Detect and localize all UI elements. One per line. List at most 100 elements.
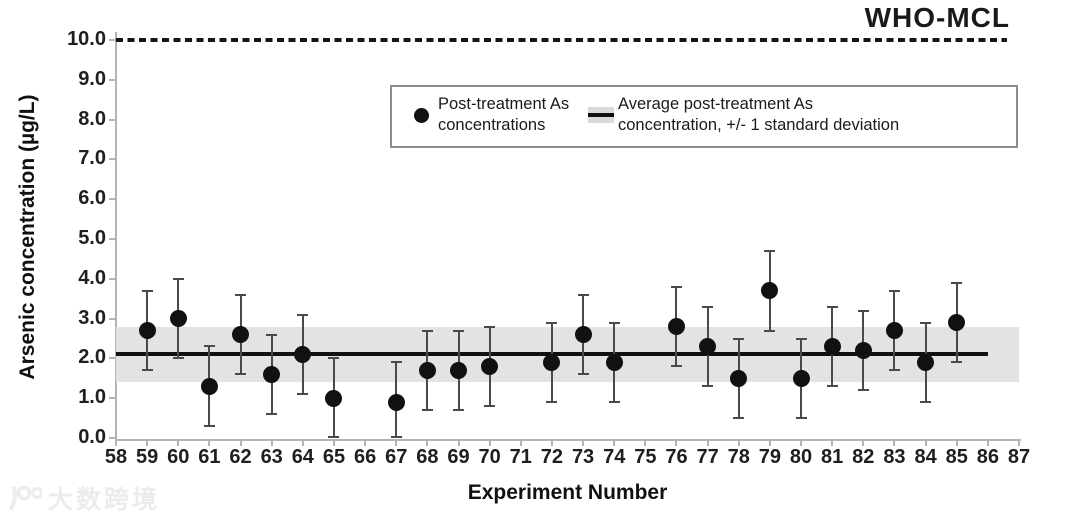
y-tick-label: 0.0 — [78, 426, 106, 448]
legend-label-line: concentration, +/- 1 standard deviation — [618, 116, 900, 134]
error-bar-cap-top — [453, 329, 465, 332]
error-bar-cap-top — [577, 293, 589, 296]
error-bar-cap-top — [951, 281, 963, 284]
x-axis-line — [115, 439, 1021, 441]
x-tick — [613, 440, 616, 446]
x-tick-label: 87 — [1007, 446, 1031, 468]
y-tick — [109, 317, 116, 320]
y-tick — [109, 39, 116, 41]
error-bar-cap-bottom — [172, 357, 184, 360]
x-tick-label: 82 — [852, 446, 875, 468]
error-bar-cap-top — [390, 361, 402, 364]
circles-logo-icon — [9, 485, 42, 510]
x-tick — [115, 440, 117, 446]
x-tick-label: 70 — [478, 446, 501, 468]
data-point — [232, 326, 250, 344]
x-tick — [519, 440, 522, 446]
watermark: 大数跨境 — [6, 480, 160, 516]
y-tick — [109, 397, 116, 400]
data-point — [481, 357, 499, 375]
data-point — [574, 326, 592, 344]
y-tick-label: 8.0 — [78, 107, 106, 130]
y-axis-line — [115, 32, 117, 441]
y-tick-label: 1.0 — [78, 386, 106, 409]
data-point — [387, 393, 405, 411]
x-tick — [395, 440, 398, 446]
x-tick-label: 66 — [353, 446, 377, 468]
data-point — [792, 369, 810, 387]
legend: Post-treatment As concentrations Average… — [390, 85, 1018, 148]
x-tick-label: 68 — [416, 446, 439, 468]
y-tick-label: 5.0 — [78, 227, 106, 249]
x-tick — [550, 440, 553, 446]
error-bar-cap-top — [670, 285, 682, 288]
x-tick-label: 76 — [665, 446, 688, 468]
data-point — [667, 318, 685, 336]
x-tick — [955, 440, 958, 446]
data-point — [948, 314, 966, 332]
data-point — [450, 361, 468, 379]
x-tick-label: 83 — [883, 446, 906, 468]
x-tick-label: 64 — [291, 446, 314, 468]
x-tick-label: 62 — [229, 446, 252, 468]
error-bar-cap-bottom — [608, 401, 620, 404]
error-bar-cap-bottom — [764, 329, 776, 332]
error-bar-cap-top — [795, 337, 807, 340]
x-tick-label: 69 — [447, 446, 470, 468]
error-bar-cap-bottom — [546, 401, 558, 404]
x-tick — [675, 440, 678, 446]
x-tick-label: 65 — [322, 446, 346, 468]
x-tick — [1018, 440, 1020, 446]
error-bar-cap-bottom — [203, 425, 215, 428]
x-tick — [332, 440, 335, 446]
y-tick-label: 4.0 — [78, 266, 106, 289]
x-tick-label: 86 — [976, 446, 999, 468]
x-tick-label: 80 — [789, 446, 813, 468]
data-point — [263, 365, 281, 383]
x-tick-label: 63 — [260, 446, 283, 468]
x-tick-label: 73 — [571, 446, 595, 468]
data-point — [823, 337, 841, 355]
x-tick-label: 61 — [198, 446, 221, 468]
x-tick — [426, 440, 429, 446]
data-point — [138, 322, 156, 340]
y-tick-label: 2.0 — [78, 346, 106, 369]
data-point — [699, 337, 717, 355]
error-bar-cap-bottom — [920, 401, 932, 404]
error-bar-cap-bottom — [421, 409, 433, 412]
error-bar-cap-bottom — [297, 393, 309, 396]
error-bar-cap-bottom — [733, 417, 745, 420]
y-tick-label: 7.0 — [78, 147, 106, 170]
error-bar-cap-top — [764, 249, 776, 252]
data-point — [605, 353, 623, 371]
error-bar-cap-top — [235, 293, 247, 296]
x-tick — [457, 440, 460, 446]
y-tick — [109, 277, 116, 280]
x-tick — [177, 440, 180, 446]
error-bar-cap-top — [920, 321, 932, 324]
x-tick — [270, 440, 273, 446]
x-tick — [644, 440, 647, 446]
x-tick — [208, 440, 211, 446]
x-tick — [800, 440, 803, 446]
error-bar-cap-bottom — [235, 373, 247, 376]
error-bar-cap-top — [297, 313, 309, 316]
legend-label-line: concentrations — [438, 116, 546, 134]
error-bar-cap-bottom — [857, 389, 869, 392]
y-tick-label: 6.0 — [78, 187, 106, 210]
x-tick — [364, 440, 367, 446]
error-bar-cap-top — [546, 321, 558, 324]
y-tick-label: 3.0 — [78, 306, 106, 329]
error-bar-cap-bottom — [328, 436, 340, 439]
x-tick-label: 79 — [758, 446, 782, 468]
x-tick-label: 71 — [509, 446, 532, 468]
error-bar-cap-top — [857, 309, 869, 312]
x-tick — [146, 440, 149, 446]
data-point — [917, 353, 935, 371]
who-mcl-line — [116, 38, 1007, 42]
legend-item-post-treatment: Post-treatment As concentrations — [438, 94, 569, 136]
error-bar-cap-bottom — [888, 369, 900, 372]
legend-dot-icon — [414, 108, 429, 123]
data-point — [854, 341, 872, 359]
x-axis-title: Experiment Number — [467, 481, 668, 504]
